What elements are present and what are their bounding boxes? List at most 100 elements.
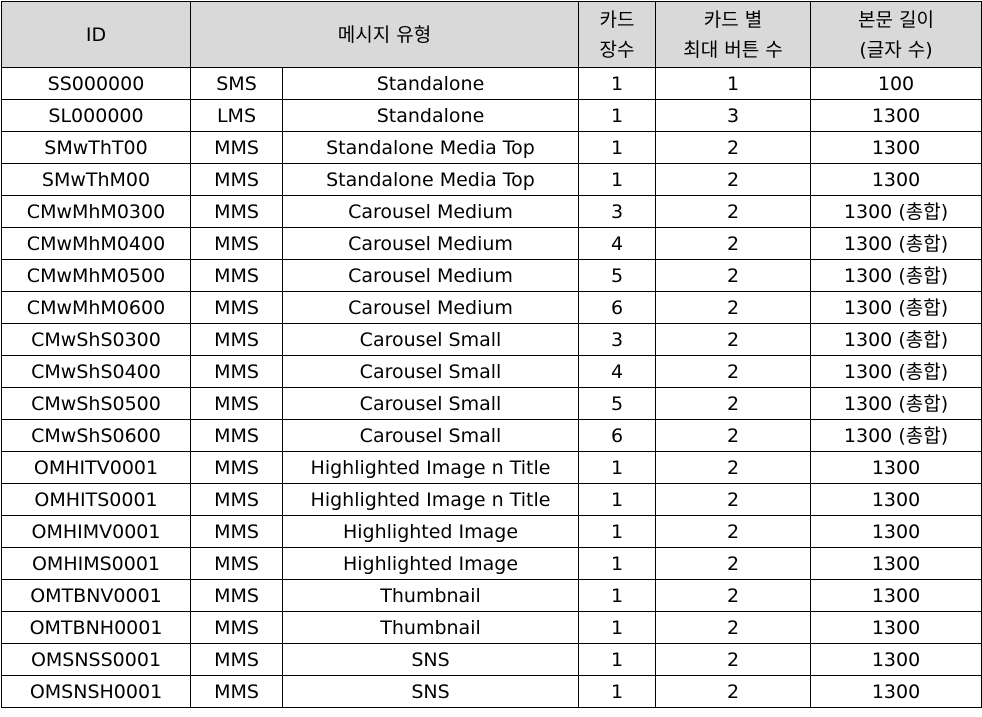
table-row: OMTBNV0001 MMS Thumbnail 1 2 1300 [1, 579, 982, 612]
cell-body-length: 1300 [810, 643, 982, 676]
table-row: OMTBNH0001 MMS Thumbnail 1 2 1300 [1, 611, 982, 644]
cell-max-buttons: 2 [655, 291, 812, 324]
cell-body-length: 1300 [810, 675, 982, 708]
cell-card-count: 1 [578, 483, 657, 516]
cell-id: OMTBNH0001 [1, 611, 191, 644]
cell-card-count: 4 [578, 355, 657, 388]
cell-id: OMTBNV0001 [1, 579, 191, 612]
cell-name: Thumbnail [281, 579, 580, 612]
cell-card-count: 6 [578, 291, 657, 324]
cell-id: CMwMhM0600 [1, 291, 191, 324]
cell-name: SNS [281, 675, 580, 708]
cell-max-buttons: 2 [655, 483, 812, 516]
cell-card-count: 1 [578, 643, 657, 676]
cell-max-buttons: 2 [655, 163, 812, 196]
table-row: OMHIMV0001 MMS Highlighted Image 1 2 1300 [1, 515, 982, 548]
table-row: CMwMhM0300 MMS Carousel Medium 3 2 1300 (총합) [1, 195, 982, 228]
cell-id: CMwMhM0400 [1, 227, 191, 260]
cell-card-count: 6 [578, 419, 657, 452]
cell-name: SNS [281, 643, 580, 676]
cell-max-buttons: 2 [655, 547, 812, 580]
header-card-count-line1: 카드 [599, 8, 635, 31]
header-max-buttons-line1: 카드 별 [703, 8, 763, 31]
cell-name: Highlighted Image [281, 515, 580, 548]
cell-type: MMS [190, 291, 283, 324]
cell-body-length: 1300 (총합) [810, 227, 982, 260]
cell-type: MMS [190, 579, 283, 612]
header-row: ID 메시지 유형 카드 장수 카드 별 최대 버튼 수 본문 길이 (글자 수… [1, 1, 982, 68]
cell-body-length: 1300 [810, 611, 982, 644]
cell-type: LMS [190, 99, 283, 132]
cell-max-buttons: 2 [655, 387, 812, 420]
cell-type: MMS [190, 611, 283, 644]
cell-id: SMwThT00 [1, 131, 191, 164]
cell-card-count: 1 [578, 547, 657, 580]
cell-card-count: 1 [578, 611, 657, 644]
table-row: CMwShS0600 MMS Carousel Small 6 2 1300 (총합) [1, 419, 982, 452]
cell-type: MMS [190, 675, 283, 708]
cell-id: CMwShS0600 [1, 419, 191, 452]
cell-name: Standalone [281, 67, 580, 100]
cell-name: Carousel Medium [281, 195, 580, 228]
header-body-length-line2: (글자 수) [859, 38, 933, 61]
cell-type: MMS [190, 483, 283, 516]
table-row: CMwShS0400 MMS Carousel Small 4 2 1300 (총합) [1, 355, 982, 388]
cell-id: CMwMhM0500 [1, 259, 191, 292]
cell-max-buttons: 2 [655, 323, 812, 356]
table-row: CMwShS0500 MMS Carousel Small 5 2 1300 (총합) [1, 387, 982, 420]
cell-body-length: 1300 [810, 131, 982, 164]
cell-card-count: 4 [578, 227, 657, 260]
table-row: SMwThM00 MMS Standalone Media Top 1 2 1300 [1, 163, 982, 196]
cell-max-buttons: 2 [655, 643, 812, 676]
table-row: OMSNSH0001 MMS SNS 1 2 1300 [1, 675, 982, 708]
cell-max-buttons: 2 [655, 451, 812, 484]
cell-max-buttons: 2 [655, 195, 812, 228]
cell-card-count: 1 [578, 99, 657, 132]
cell-type: MMS [190, 227, 283, 260]
cell-id: CMwMhM0300 [1, 195, 191, 228]
cell-type: MMS [190, 643, 283, 676]
header-id: ID [1, 1, 191, 68]
cell-id: OMHITS0001 [1, 483, 191, 516]
cell-card-count: 3 [578, 195, 657, 228]
cell-type: MMS [190, 323, 283, 356]
cell-max-buttons: 2 [655, 675, 812, 708]
cell-name: Carousel Small [281, 355, 580, 388]
cell-name: Carousel Medium [281, 291, 580, 324]
cell-type: SMS [190, 67, 283, 100]
cell-body-length: 1300 [810, 483, 982, 516]
cell-type: MMS [190, 195, 283, 228]
cell-type: MMS [190, 387, 283, 420]
cell-body-length: 1300 (총합) [810, 355, 982, 388]
cell-body-length: 1300 (총합) [810, 419, 982, 452]
cell-body-length: 1300 [810, 547, 982, 580]
cell-body-length: 1300 (총합) [810, 323, 982, 356]
cell-name: Thumbnail [281, 611, 580, 644]
cell-id: CMwShS0400 [1, 355, 191, 388]
cell-body-length: 1300 [810, 99, 982, 132]
table-row: OMSNSS0001 MMS SNS 1 2 1300 [1, 643, 982, 676]
cell-card-count: 1 [578, 131, 657, 164]
cell-type: MMS [190, 451, 283, 484]
table-row: OMHIMS0001 MMS Highlighted Image 1 2 1300 [1, 547, 982, 580]
cell-max-buttons: 2 [655, 419, 812, 452]
cell-card-count: 5 [578, 387, 657, 420]
header-card-count-line2: 장수 [599, 38, 635, 61]
cell-body-length: 100 [810, 67, 982, 100]
cell-card-count: 1 [578, 515, 657, 548]
cell-name: Carousel Small [281, 419, 580, 452]
cell-name: Standalone [281, 99, 580, 132]
cell-type: MMS [190, 131, 283, 164]
cell-body-length: 1300 [810, 163, 982, 196]
cell-id: OMHIMV0001 [1, 515, 191, 548]
cell-type: MMS [190, 515, 283, 548]
cell-body-length: 1300 [810, 579, 982, 612]
cell-max-buttons: 2 [655, 515, 812, 548]
cell-id: CMwShS0300 [1, 323, 191, 356]
cell-type: MMS [190, 547, 283, 580]
table-row: SL000000 LMS Standalone 1 3 1300 [1, 99, 982, 132]
cell-type: MMS [190, 163, 283, 196]
table-row: SS000000 SMS Standalone 1 1 100 [1, 67, 982, 100]
table-row: CMwShS0300 MMS Carousel Small 3 2 1300 (총합) [1, 323, 982, 356]
